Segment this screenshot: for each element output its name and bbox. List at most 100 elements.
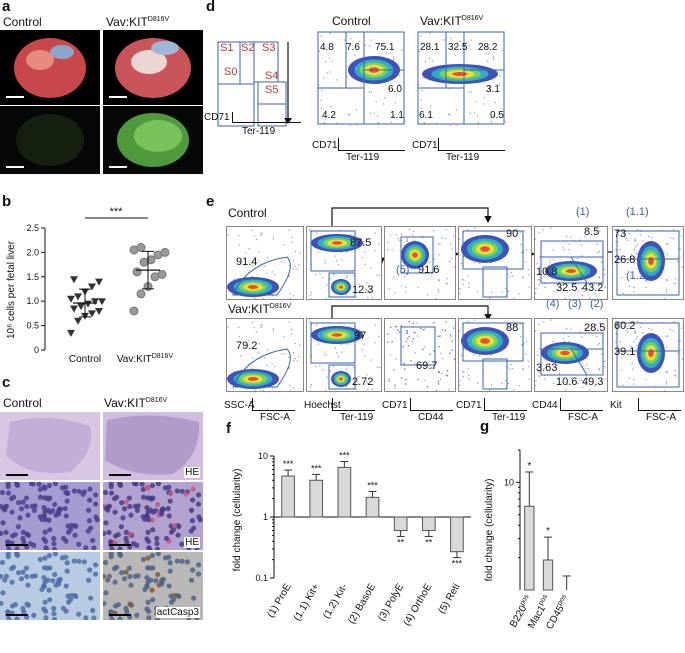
f-sig: ***	[339, 451, 350, 461]
schema-axis	[232, 112, 301, 123]
stain-label-he-1: HE	[184, 467, 200, 478]
e-gate-tag-1: (1)	[576, 206, 589, 218]
e-c-n5b: 10.8	[536, 266, 557, 278]
e-v-n2a: 97	[354, 330, 366, 342]
e-axis-3	[410, 398, 453, 411]
d-c-q3: 75.1	[375, 42, 394, 53]
g-ytick-label: 10	[504, 477, 514, 487]
e-c-n5c: 32.5	[556, 282, 577, 294]
b-ytick-label: 2.5	[26, 223, 39, 233]
f-ylabel: fold change (cellularity)	[232, 469, 243, 572]
d-v-q4: 3.1	[486, 84, 500, 95]
e-axis-y-label: Hoechst	[304, 400, 341, 411]
g-ylabel: fold change (cellularity)	[484, 479, 495, 582]
e-c-n5d: 43.2	[582, 282, 603, 294]
d-v-q3: 28.2	[478, 42, 497, 53]
histology-he-low-control	[0, 412, 100, 480]
e-v-n5c: 10.6	[556, 376, 577, 388]
e-axis-6	[638, 398, 681, 411]
b-point-control	[91, 298, 99, 305]
panel-label-e: e	[206, 193, 214, 210]
b-ytick-label: 1.5	[26, 272, 39, 282]
f-sig: ***	[367, 480, 378, 490]
f-ytick-label: 10	[258, 451, 268, 461]
b-point-vav	[137, 290, 145, 298]
e-axis-4	[484, 398, 527, 411]
d-v-axis	[438, 138, 505, 151]
fetal-liver-control-fluorescence	[0, 106, 100, 174]
d-vav-title: Vav:KITD816V	[420, 14, 483, 28]
b-point-control	[67, 330, 75, 337]
schema-s5: S5	[265, 84, 278, 96]
e-axis-5	[560, 398, 603, 411]
e-row1-title: Control	[228, 206, 267, 220]
f-xtick-label: (4) OrthoE	[402, 582, 435, 628]
d-c-ylabel: CD71	[312, 140, 338, 151]
b-point-control	[77, 303, 85, 310]
histology-he-high-control	[0, 482, 100, 550]
d-c-q1: 4.8	[320, 42, 334, 53]
panel-c-vav-title: Vav:KITD816V	[104, 396, 167, 410]
b-point-vav	[137, 244, 145, 252]
e-gate-tag-3: (3)	[568, 298, 581, 310]
g-sig: *	[527, 461, 531, 472]
schema-s1: S1	[220, 42, 233, 54]
e-v-plot1	[226, 318, 304, 392]
e-c-n1: 91.4	[236, 256, 257, 268]
d-v-q2: 32.5	[448, 42, 467, 53]
d-v-q1: 28.1	[420, 42, 439, 53]
f-xtick-label: (1) ProE	[266, 582, 294, 620]
f-sig: ***	[283, 459, 294, 469]
f-xtick-label: (5) Reti	[437, 582, 463, 616]
panel-a-vav-title: Vav:KITD816V	[106, 15, 169, 29]
d-v-xlabel: Ter-119	[446, 152, 479, 163]
fetal-liver-vav-image	[103, 30, 203, 105]
e-c-plot3	[384, 226, 456, 300]
b-sig: ***	[110, 206, 124, 218]
d-v-ylabel: CD71	[412, 140, 438, 151]
e-c-n2a: 87.5	[350, 237, 371, 249]
e-c-n5a: 8.5	[584, 226, 599, 238]
f-sig: **	[425, 537, 433, 547]
histology-he-high-vav: HE	[103, 482, 203, 550]
panel-a-control-title: Control	[3, 15, 42, 29]
e-c-n6b: 26.8	[614, 254, 635, 266]
e-v-n5a: 28.5	[584, 322, 605, 334]
b-ylabel: 10⁶ cells per fetal liver	[6, 240, 17, 339]
d-c-q4: 6.0	[388, 84, 402, 95]
fetal-liver-vav-fluorescence	[103, 106, 203, 174]
e-axis-y-label: SSC-A	[224, 400, 255, 411]
f-bar	[422, 517, 435, 531]
b-point-control	[74, 318, 82, 325]
e-c-n2b: 12.3	[352, 284, 373, 296]
e-v-n6b: 39.1	[614, 346, 635, 358]
e-gate-tag-1-1: (1.1)	[626, 206, 649, 218]
e-v-n3: 69.7	[416, 360, 437, 372]
panel-label-c: c	[2, 374, 10, 391]
b-point-control	[74, 293, 82, 300]
fetal-liver-control-image	[0, 30, 100, 105]
stain-label-actcasp3: actCasp3	[156, 607, 200, 618]
e-v-n2b: 2.72	[352, 376, 373, 388]
e-axis-y-label: CD44	[532, 400, 558, 411]
d-c-q2: 7.6	[346, 42, 360, 53]
f-xtick-label: (1.2) Kit-	[321, 582, 350, 621]
panel-label-d: d	[206, 0, 215, 15]
b-point-control	[98, 298, 106, 305]
schema-s0: S0	[224, 66, 237, 78]
panel-c-control-title: Control	[3, 396, 42, 410]
e-c-n6a: 73	[614, 228, 626, 240]
b-xtick-control: Control	[69, 354, 101, 365]
d-c-q6: 1.1	[390, 110, 404, 121]
e-v-n1: 79.2	[236, 340, 257, 352]
f-sig: **	[397, 537, 405, 547]
e-v-plot3	[384, 318, 456, 392]
e-axis-y-label: CD71	[382, 400, 408, 411]
b-point-control	[95, 308, 103, 315]
histology-he-low-vav: HE	[103, 412, 203, 480]
d-c-xlabel: Ter-119	[346, 152, 379, 163]
d-v-q5: 6.1	[419, 110, 433, 121]
b-ytick-label: 0.5	[26, 321, 39, 331]
